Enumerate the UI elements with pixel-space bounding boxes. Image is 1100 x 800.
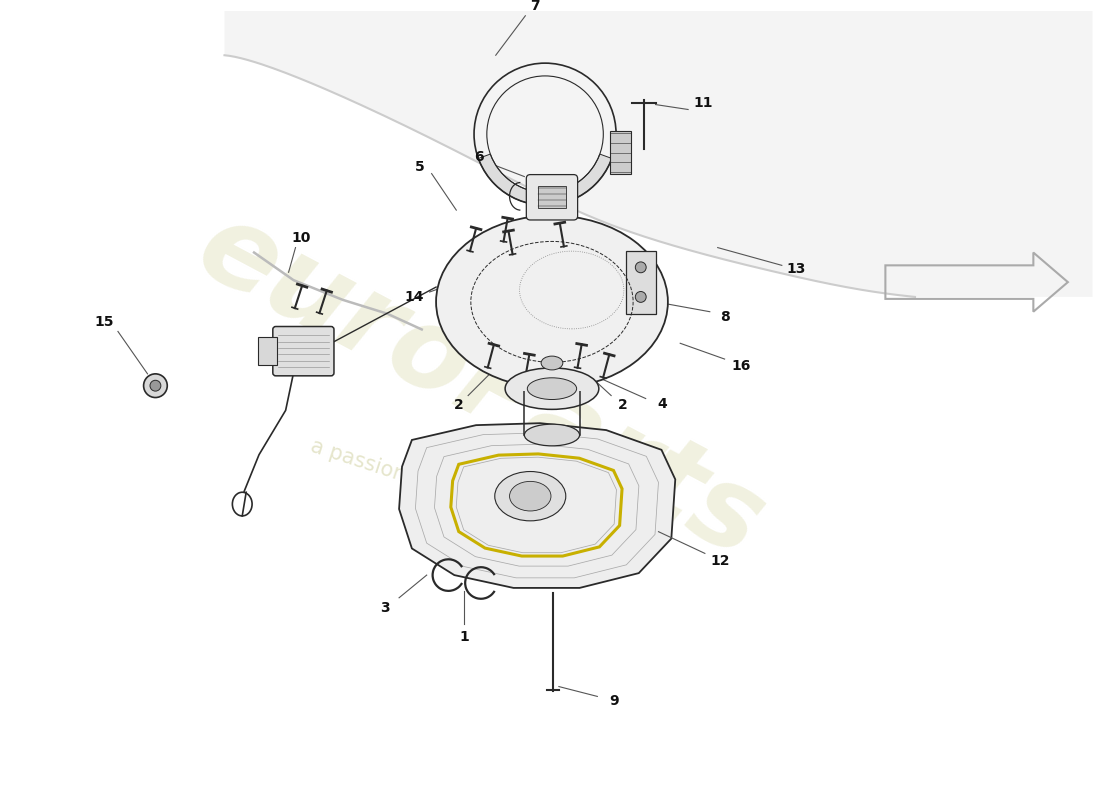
Text: 3: 3: [381, 601, 390, 614]
FancyBboxPatch shape: [258, 338, 277, 365]
Text: a passion for parts since 1985: a passion for parts since 1985: [308, 436, 614, 552]
Circle shape: [150, 380, 161, 391]
Text: 2: 2: [453, 398, 463, 413]
Text: 4: 4: [658, 398, 668, 411]
FancyBboxPatch shape: [526, 174, 578, 220]
Text: 11: 11: [693, 95, 713, 110]
Text: 6: 6: [474, 150, 484, 164]
Polygon shape: [626, 250, 656, 314]
Ellipse shape: [509, 482, 551, 511]
Text: 8: 8: [719, 310, 729, 324]
Text: 1: 1: [460, 630, 469, 644]
Text: 13: 13: [786, 262, 806, 276]
Ellipse shape: [505, 368, 598, 410]
Text: 12: 12: [711, 554, 730, 568]
Text: 14: 14: [404, 290, 424, 304]
Wedge shape: [478, 154, 612, 205]
Text: 7: 7: [530, 0, 540, 13]
Text: 2: 2: [618, 398, 628, 413]
Ellipse shape: [525, 424, 580, 446]
Ellipse shape: [495, 471, 565, 521]
Ellipse shape: [527, 378, 576, 399]
Circle shape: [636, 262, 646, 273]
Circle shape: [144, 374, 167, 398]
Polygon shape: [224, 11, 1092, 297]
FancyBboxPatch shape: [538, 186, 565, 208]
Text: 15: 15: [95, 314, 114, 329]
Polygon shape: [399, 423, 675, 588]
Text: 9: 9: [609, 694, 619, 708]
Text: 10: 10: [292, 230, 311, 245]
Text: euroParts: euroParts: [179, 190, 782, 582]
Ellipse shape: [436, 215, 668, 388]
Circle shape: [636, 291, 646, 302]
FancyBboxPatch shape: [273, 326, 334, 376]
FancyBboxPatch shape: [609, 131, 631, 174]
Text: 16: 16: [732, 359, 751, 373]
Text: 5: 5: [415, 160, 425, 174]
Ellipse shape: [541, 356, 563, 370]
